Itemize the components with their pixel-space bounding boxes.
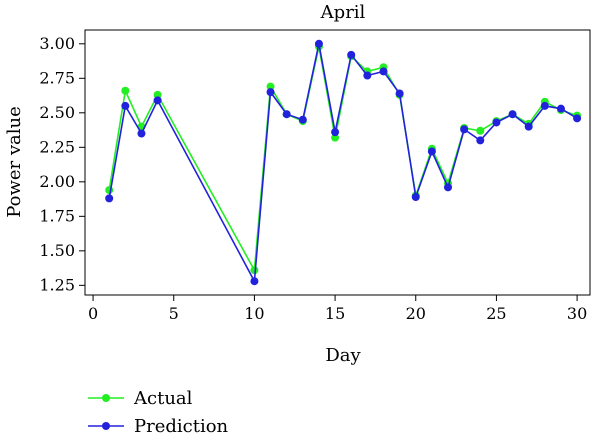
data-point <box>314 39 323 48</box>
y-axis-label: Power value <box>4 106 25 218</box>
y-tick-label: 1.75 <box>39 206 75 225</box>
data-point <box>476 136 485 145</box>
x-tick-label: 10 <box>244 304 264 323</box>
data-point <box>540 101 549 110</box>
series-actual <box>105 42 582 275</box>
data-point <box>347 50 356 59</box>
data-point <box>137 129 146 138</box>
data-point <box>363 71 372 80</box>
data-point <box>379 67 388 76</box>
data-point <box>331 128 340 137</box>
legend-marker <box>102 422 110 430</box>
data-point <box>427 147 436 156</box>
data-point <box>153 96 162 105</box>
data-point <box>121 86 130 95</box>
legend: Actual Prediction <box>88 388 229 434</box>
data-point <box>266 88 275 97</box>
data-point <box>105 186 114 195</box>
x-tick-label: 5 <box>169 304 179 323</box>
data-point <box>282 110 291 119</box>
plot-frame <box>84 29 591 296</box>
data-point <box>556 104 565 113</box>
data-point <box>250 266 259 275</box>
legend-label: Actual <box>133 388 193 409</box>
y-tick-label: 1.50 <box>39 241 75 260</box>
y-tick-label: 2.25 <box>39 137 75 156</box>
y-tick-label: 2.50 <box>39 103 75 122</box>
data-point <box>492 118 501 127</box>
data-point <box>573 114 582 123</box>
y-axis: 1.25 1.50 1.75 2.00 2.25 2.50 2.75 3.00 <box>39 34 85 294</box>
data-point <box>444 183 453 192</box>
data-point <box>411 193 420 202</box>
series-line <box>108 43 578 284</box>
data-point <box>153 90 162 99</box>
data-point <box>121 101 130 110</box>
x-tick-label: 20 <box>406 304 426 323</box>
x-tick-label: 30 <box>567 304 587 323</box>
data-point <box>105 194 114 203</box>
data-point <box>476 126 485 135</box>
x-tick-label: 25 <box>486 304 506 323</box>
data-point <box>460 125 469 134</box>
x-tick-label: 0 <box>88 304 98 323</box>
y-tick-label: 1.25 <box>39 275 75 294</box>
series-line <box>108 46 578 273</box>
series-layer <box>105 39 582 286</box>
data-point <box>524 122 533 131</box>
chart-title: April <box>320 2 366 23</box>
legend-marker <box>102 394 110 402</box>
x-tick-label: 15 <box>325 304 345 323</box>
data-point <box>298 115 307 124</box>
series-prediction <box>105 39 582 286</box>
y-tick-label: 2.75 <box>39 68 75 87</box>
legend-label: Prediction <box>134 416 229 434</box>
x-axis: 0 5 10 15 20 25 30 <box>88 295 587 323</box>
y-tick-label: 2.00 <box>39 172 75 191</box>
data-point <box>331 133 340 142</box>
data-point <box>395 89 404 98</box>
data-point <box>266 82 275 91</box>
data-point <box>250 277 259 286</box>
y-tick-label: 3.00 <box>39 34 75 53</box>
x-axis-label: Day <box>325 345 361 366</box>
data-point <box>508 110 517 119</box>
